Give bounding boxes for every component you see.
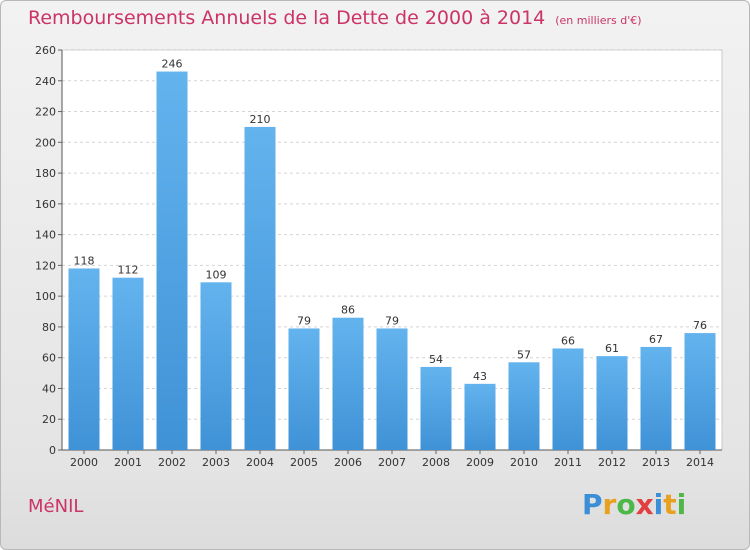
- logo-letter-3: x: [635, 488, 654, 521]
- xtick-label-2001: 2001: [114, 456, 142, 469]
- ytick-label-120: 120: [35, 259, 56, 272]
- data-label-2011: 66: [561, 334, 575, 347]
- ytick-label-60: 60: [42, 352, 56, 365]
- commune-name: MéNIL: [28, 496, 84, 517]
- xtick-label-2002: 2002: [158, 456, 186, 469]
- bar-2000: [68, 268, 100, 450]
- data-label-2006: 86: [341, 304, 355, 317]
- data-label-2005: 79: [297, 314, 311, 327]
- logo-letter-6: i: [676, 488, 687, 521]
- xtick-label-2009: 2009: [466, 456, 494, 469]
- bar-2005: [288, 328, 320, 450]
- xtick-label-2007: 2007: [378, 456, 406, 469]
- ytick-label-240: 240: [35, 75, 56, 88]
- data-label-2001: 112: [118, 264, 139, 277]
- xtick-label-2013: 2013: [642, 456, 670, 469]
- bar-2010: [508, 362, 540, 450]
- ytick-label-220: 220: [35, 106, 56, 119]
- xtick-label-2000: 2000: [70, 456, 98, 469]
- ytick-label-80: 80: [42, 321, 56, 334]
- data-label-2008: 54: [429, 353, 443, 366]
- bar-2014: [684, 333, 716, 450]
- bar-2006: [332, 317, 364, 450]
- logo-letter-4: i: [653, 488, 664, 521]
- data-label-2014: 76: [693, 319, 707, 332]
- data-label-2013: 67: [649, 333, 663, 346]
- ytick-label-100: 100: [35, 290, 56, 303]
- data-label-2004: 210: [250, 113, 271, 126]
- ytick-label-200: 200: [35, 136, 56, 149]
- bar-2002: [156, 71, 188, 451]
- bar-2001: [112, 277, 144, 450]
- data-label-2000: 118: [74, 254, 95, 267]
- xtick-label-2003: 2003: [202, 456, 230, 469]
- ytick-label-180: 180: [35, 167, 56, 180]
- data-label-2010: 57: [517, 348, 531, 361]
- ytick-label-260: 260: [35, 44, 56, 57]
- xtick-label-2004: 2004: [246, 456, 274, 469]
- logo-letter-0: P: [582, 488, 603, 521]
- ytick-label-0: 0: [49, 444, 56, 457]
- bar-2012: [596, 356, 628, 450]
- ytick-label-140: 140: [35, 229, 56, 242]
- ytick-label-20: 20: [42, 413, 56, 426]
- bar-2013: [640, 346, 672, 450]
- data-label-2002: 246: [162, 58, 183, 71]
- chart-title: Remboursements Annuels de la Dette de 20…: [28, 7, 642, 29]
- xtick-label-2005: 2005: [290, 456, 318, 469]
- ytick-label-40: 40: [42, 382, 56, 395]
- bar-2011: [552, 348, 584, 450]
- xtick-label-2010: 2010: [510, 456, 538, 469]
- bar-2003: [200, 282, 232, 450]
- data-label-2007: 79: [385, 314, 399, 327]
- data-label-2012: 61: [605, 342, 619, 355]
- data-label-2009: 43: [473, 370, 487, 383]
- xtick-label-2012: 2012: [598, 456, 626, 469]
- ytick-label-160: 160: [35, 198, 56, 211]
- bar-2009: [464, 383, 496, 450]
- bar-2004: [244, 126, 276, 450]
- bar-2008: [420, 366, 452, 450]
- proxiti-logo: Proxiti: [582, 488, 686, 521]
- bar-2007: [376, 328, 408, 450]
- logo-letter-2: o: [616, 488, 636, 521]
- chart-subtitle: (en milliers d'€): [555, 14, 642, 27]
- xtick-label-2011: 2011: [554, 456, 582, 469]
- data-label-2003: 109: [206, 268, 227, 281]
- xtick-label-2014: 2014: [686, 456, 714, 469]
- logo-letter-5: t: [663, 488, 677, 521]
- logo-letter-1: r: [602, 488, 617, 521]
- xtick-label-2006: 2006: [334, 456, 362, 469]
- xtick-label-2008: 2008: [422, 456, 450, 469]
- title-text: Remboursements Annuels de la Dette de 20…: [28, 7, 546, 29]
